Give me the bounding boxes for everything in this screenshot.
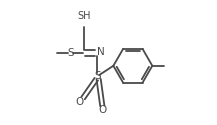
Text: S: S: [94, 71, 101, 81]
Text: SH: SH: [77, 11, 91, 21]
Text: S: S: [67, 48, 74, 58]
Text: O: O: [76, 97, 84, 107]
Text: O: O: [99, 105, 107, 115]
Text: N: N: [97, 47, 105, 57]
